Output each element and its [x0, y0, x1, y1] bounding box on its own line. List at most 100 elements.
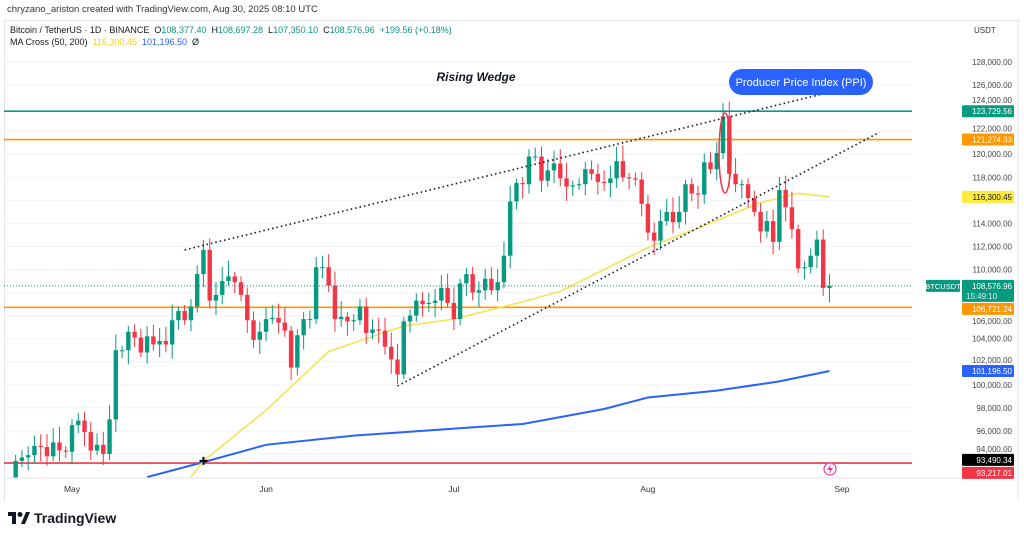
candle-body — [626, 177, 632, 179]
candle-body — [564, 178, 569, 187]
candle-body — [783, 189, 788, 208]
candle-body — [132, 331, 137, 338]
candle-body — [739, 184, 745, 186]
ma200-value: 101,196.50 — [141, 37, 187, 47]
candle-body — [664, 211, 669, 222]
y-tick-label: 102,000.00 — [972, 356, 1013, 365]
candle-body — [639, 179, 644, 204]
candle-body — [558, 163, 563, 179]
symbol-title[interactable]: Bitcoin / TetherUS · 1D · BINANCE — [10, 25, 150, 35]
candle-body — [808, 255, 813, 268]
candle-body — [677, 211, 682, 223]
candle-body — [727, 116, 732, 174]
candle-body — [332, 285, 338, 320]
y-tick-label: 114,000.00 — [973, 219, 1013, 228]
candle-body — [138, 337, 144, 353]
candle-body — [270, 317, 275, 320]
candle-body — [357, 306, 363, 321]
candle-body — [151, 336, 156, 345]
candle-body — [526, 156, 532, 185]
candle-body — [19, 457, 25, 461]
candle-body — [583, 169, 588, 185]
y-tick-label: 120,000.00 — [972, 150, 1013, 159]
chart-legend: Bitcoin / TetherUS · 1D · BINANCE O108,3… — [10, 24, 452, 48]
indicator-price-tag: 116,300.45 — [973, 193, 1013, 202]
high-label: H — [211, 25, 218, 35]
candle-body — [382, 330, 388, 347]
candle-body — [601, 181, 607, 184]
y-tick-label: 128,000.00 — [972, 58, 1013, 67]
ma-cross-marker-icon — [199, 456, 208, 465]
candle-body — [38, 445, 43, 448]
y-tick-label: 104,000.00 — [972, 335, 1013, 344]
candle-body — [764, 221, 770, 232]
plot-area — [4, 61, 912, 539]
candle-body — [470, 274, 475, 293]
candle-body — [795, 229, 801, 269]
y-tick-label: 126,000.00 — [972, 81, 1013, 90]
rising-wedge-label: Rising Wedge — [436, 70, 515, 84]
brand-name: TradingView — [34, 510, 117, 526]
candle-body — [119, 350, 125, 352]
ppi-callout-bubble — [729, 69, 873, 95]
candle-body — [282, 322, 288, 331]
candle-body — [157, 341, 162, 345]
candle-body — [708, 162, 713, 170]
candle-body — [614, 161, 619, 179]
candle-body — [101, 444, 106, 454]
candle-body — [338, 316, 344, 320]
level-price-tag-bg — [962, 466, 1014, 479]
candle-body — [695, 193, 701, 195]
candle-body — [169, 320, 175, 345]
candle-body — [476, 290, 482, 293]
candle-body — [313, 267, 319, 320]
ma-indicator-label[interactable]: MA Cross (50, 200) — [10, 37, 88, 47]
change-value: +199.56 (+0.18%) — [379, 25, 452, 35]
candle-body — [7, 529, 11, 539]
tradingview-logo: TradingView — [8, 510, 116, 526]
candle-body — [758, 211, 763, 232]
candle-body — [370, 329, 375, 333]
candle-body — [608, 178, 613, 184]
ppi-callout-text: Producer Price Index (PPI) — [736, 77, 867, 89]
ma50-line — [190, 192, 830, 478]
candle-body — [51, 442, 56, 457]
candle-body — [238, 282, 244, 295]
candle-body — [57, 442, 62, 451]
candle-body — [789, 207, 795, 230]
candle-body — [44, 447, 50, 457]
y-tick-label: 106,000.00 — [972, 317, 1013, 326]
candle-body — [207, 249, 212, 301]
candle-body — [683, 184, 688, 212]
indicator-price-tag-bg — [962, 190, 1014, 203]
candle-body — [827, 285, 832, 288]
candle-body — [533, 156, 538, 158]
x-tick-label: Jul — [448, 484, 459, 494]
candle-body — [182, 311, 187, 321]
candle-body — [263, 319, 269, 332]
candle-body — [752, 198, 757, 212]
currency-label[interactable]: USDT — [974, 26, 996, 35]
candle-body — [451, 302, 457, 320]
candle-body — [163, 341, 169, 345]
candle-body — [770, 221, 776, 242]
candle-body — [420, 300, 425, 305]
candle-body — [445, 287, 450, 303]
indicator-price-tag-bg — [962, 365, 1014, 378]
tradingview-logo-icon — [8, 512, 30, 524]
level-price-tag-bg — [962, 133, 1014, 146]
candle-body — [645, 203, 651, 233]
candle-body — [251, 320, 256, 340]
x-tick-label: May — [64, 484, 81, 494]
candle-body — [482, 278, 488, 291]
close-value: 108,576.96 — [329, 25, 375, 35]
candle-body — [407, 315, 413, 322]
candle-body — [464, 274, 469, 284]
level-price-tag-bg — [962, 302, 1014, 315]
candle-body — [213, 294, 219, 301]
y-tick-label: 110,000.00 — [973, 266, 1013, 275]
high-value: 108,697.28 — [217, 25, 264, 35]
candle-body — [295, 335, 300, 368]
level-price-tag: 93,217.01 — [976, 469, 1012, 478]
